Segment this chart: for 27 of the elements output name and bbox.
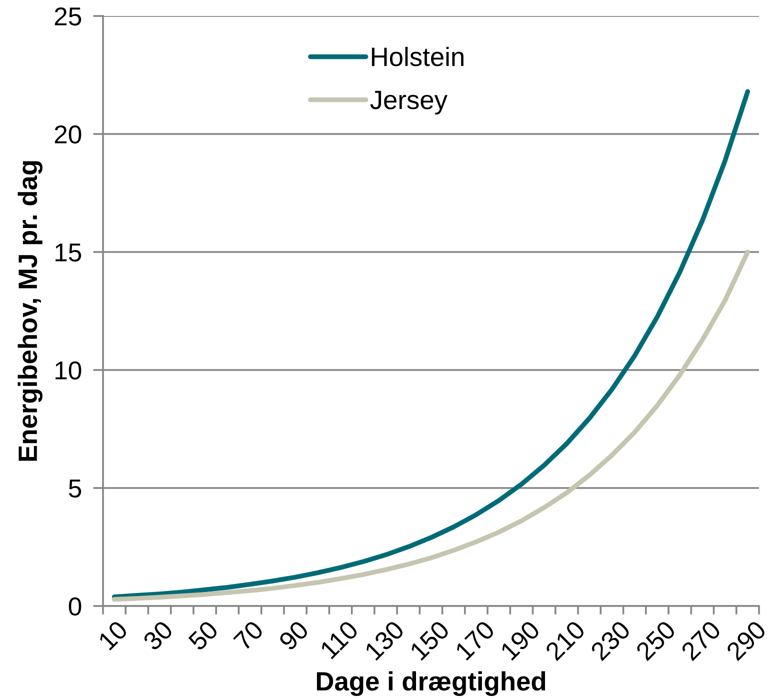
x-tick-label: 250 [634,620,677,662]
x-tick-label: 210 [544,620,586,662]
x-tick-label: 230 [590,620,632,662]
x-tick-label: 70 [232,620,264,652]
x-tick-label: 10 [98,620,129,651]
x-tick-label: 190 [500,620,541,661]
x-tick-label: 150 [409,620,450,661]
y-axis-title: Energibehov, MJ pr. dag [18,161,42,461]
y-tick-label: 10 [56,361,82,380]
y-tick-label: 0 [68,597,82,616]
legend-label: Jersey [370,90,448,114]
x-tick-label: 270 [680,620,722,662]
y-tick-label: 5 [68,480,82,498]
y-tick-label: 20 [54,125,82,144]
x-tick-label: 290 [725,620,768,662]
x-tick-label: 90 [278,620,310,652]
x-tick-label: 50 [187,620,220,652]
x-axis-title: Dage i drægtighed [316,671,546,696]
x-tick-label: 170 [454,620,496,661]
y-tick-label: 15 [56,244,82,262]
x-tick-label: 110 [319,620,360,660]
line-series [112,250,750,602]
y-tick-label: 25 [54,7,82,26]
x-tick-label: 130 [364,620,406,661]
legend-label: Holstein [372,46,464,66]
x-tick-label: 30 [142,620,174,652]
line-series [112,89,750,600]
